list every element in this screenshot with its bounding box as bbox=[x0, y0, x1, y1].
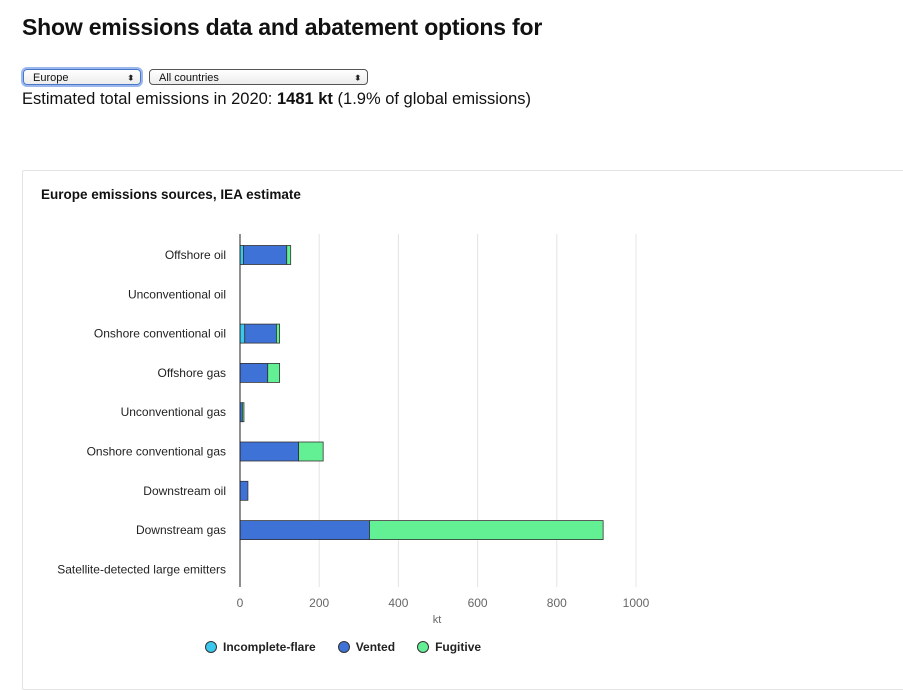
chart-legend: Incomplete-flare Vented Fugitive bbox=[205, 640, 481, 654]
page-title: Show emissions data and abatement option… bbox=[22, 14, 543, 40]
x-tick-label: 1000 bbox=[623, 596, 650, 610]
category-label: Offshore oil bbox=[165, 248, 226, 262]
select-arrows-icon: ⬍ bbox=[353, 74, 362, 83]
summary-prefix: Estimated total emissions in 2020: bbox=[22, 90, 277, 108]
bar-incomplete-flare bbox=[239, 245, 244, 265]
category-label: Onshore conventional oil bbox=[94, 327, 226, 341]
x-tick-label: 400 bbox=[388, 596, 408, 610]
country-select-value: All countries bbox=[159, 72, 219, 84]
bar-fugitive bbox=[267, 362, 281, 383]
category-label: Unconventional oil bbox=[128, 287, 226, 301]
emissions-bar-chart: Offshore oil Unconventional oil Onshore co… bbox=[57, 234, 650, 626]
x-tick-label: 800 bbox=[547, 596, 567, 610]
legend-swatch-icon bbox=[205, 641, 217, 653]
legend-item[interactable]: Incomplete-flare bbox=[205, 640, 316, 654]
country-select[interactable]: All countries ⬍ bbox=[149, 69, 368, 85]
bar-fugitive bbox=[298, 441, 324, 462]
bar-fugitive bbox=[369, 520, 604, 540]
category-label: Satellite-detected large emitters bbox=[57, 562, 226, 576]
bar-vented bbox=[239, 480, 249, 501]
x-tick-label: 600 bbox=[468, 596, 488, 610]
region-select[interactable]: Europe ⬍ bbox=[23, 69, 141, 85]
legend-item[interactable]: Vented bbox=[337, 640, 396, 654]
x-tick-label: 0 bbox=[237, 596, 244, 610]
select-arrows-icon: ⬍ bbox=[126, 74, 135, 83]
legend-label: Vented bbox=[355, 640, 396, 654]
category-label: Unconventional gas bbox=[121, 405, 226, 419]
emissions-summary: Estimated total emissions in 2020: 1481 … bbox=[22, 90, 531, 109]
chart-panel bbox=[22, 170, 903, 690]
legend-label: Fugitive bbox=[435, 640, 482, 654]
legend-swatch-icon bbox=[417, 641, 430, 653]
legend-label: Incomplete-flare bbox=[223, 640, 316, 654]
region-select-value: Europe bbox=[33, 72, 69, 84]
x-tick-label: 200 bbox=[309, 596, 329, 610]
chart-title: Europe emissions sources, IEA estimate bbox=[41, 187, 301, 202]
x-axis-title: kt bbox=[433, 614, 442, 626]
bar-vented bbox=[239, 362, 269, 383]
bar-vented bbox=[239, 441, 300, 462]
category-label: Onshore conventional gas bbox=[87, 445, 226, 459]
category-label: Downstream oil bbox=[143, 484, 226, 498]
legend-swatch-icon bbox=[337, 641, 350, 653]
bar-incomplete-flare bbox=[239, 323, 246, 344]
bar-fugitive bbox=[286, 245, 292, 265]
bar-fugitive bbox=[276, 323, 281, 344]
bar-fugitive bbox=[241, 402, 245, 423]
summary-suffix: (1.9% of global emissions) bbox=[332, 90, 532, 108]
bar-vented bbox=[243, 245, 288, 265]
category-label: Offshore gas bbox=[158, 366, 226, 380]
bar-vented bbox=[239, 520, 370, 540]
category-label: Downstream gas bbox=[136, 523, 226, 537]
legend-item[interactable]: Fugitive bbox=[417, 640, 481, 654]
bar-vented bbox=[244, 323, 277, 344]
summary-total: 1481 kt bbox=[276, 90, 333, 108]
